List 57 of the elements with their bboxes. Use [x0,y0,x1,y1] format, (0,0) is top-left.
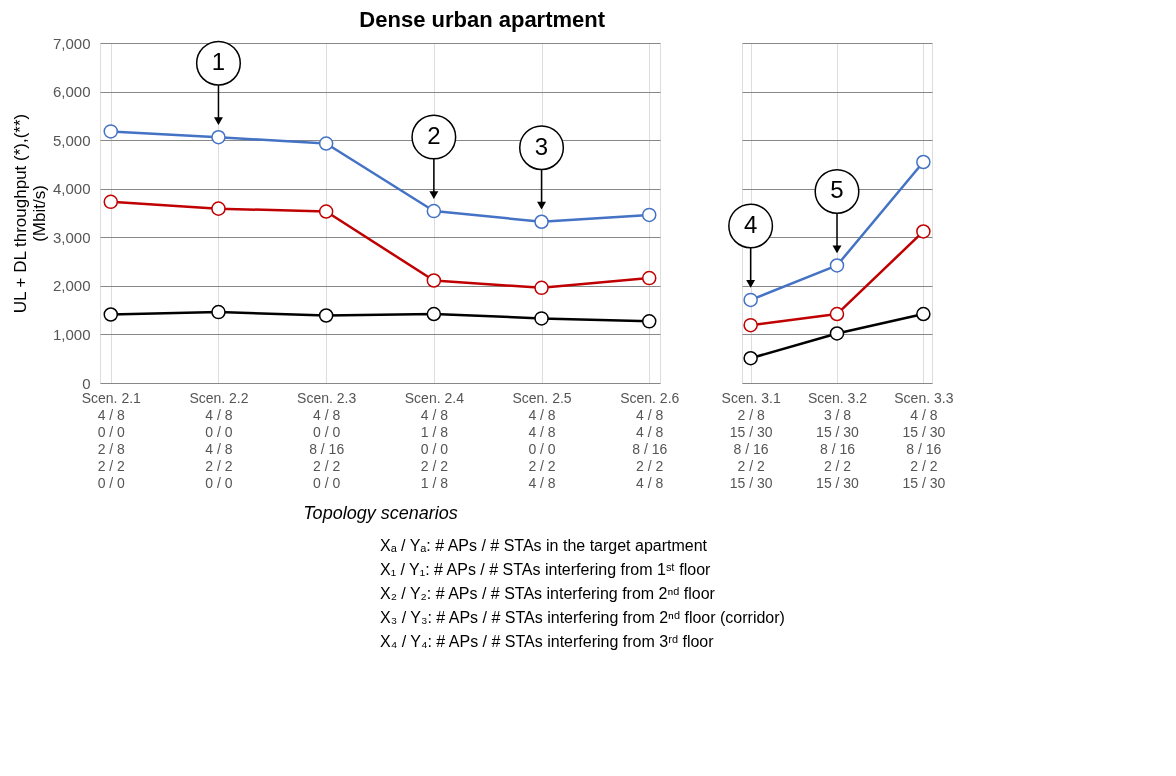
point [318,308,334,323]
point [641,314,657,329]
point [103,307,119,322]
y-tick-label: 3,000 [52,228,91,246]
point [743,317,758,333]
point [829,306,845,322]
point [103,124,119,139]
x-tick-label: Scen. 2.6 4 / 8 4 / 8 8 / 16 2 / 2 4 / 8 [620,389,680,491]
point [211,201,226,216]
point [211,304,226,320]
text: Xₐ / Yₐ: # APs / # STAs in the target apartment [380,537,708,554]
point [829,258,845,273]
point [534,311,549,326]
annotation: 2 [427,122,441,150]
point [103,194,119,210]
point [641,270,657,286]
y-axis-title: UL + DL throughput (*),(**) (Mbit/s) [10,113,49,314]
chart-title: Dense urban apartment [359,6,606,32]
x-tick-label: Scen. 2.1 4 / 8 0 / 0 2 / 8 2 / 2 0 / 0 [81,389,142,491]
point [534,280,549,296]
y-tick-label: 4,000 [52,180,91,198]
point [829,326,845,341]
x-tick-label: Scen. 3.2 3 / 8 15 / 30 8 / 16 2 / 2 15 / 30 [807,389,868,491]
annotation: 5 [830,176,844,204]
annotation: 4 [743,210,758,238]
x-tick-label: Scen. 2.4 4 / 8 1 / 8 0 / 0 2 / 2 1 / 8 [404,389,465,491]
point [743,350,758,366]
point [318,136,334,151]
x-tick-label: Scen. 3.1 2 / 8 15 / 30 8 / 16 2 / 2 15 / 30 [721,389,781,491]
y-tick-label: 0 [82,374,91,392]
point [534,214,549,229]
text: X₃ / Y₃: # APs / # STAs interfering from 2ⁿᵈ floor (corridor) [380,609,785,626]
point [641,207,657,223]
point [426,273,442,288]
x-tick-label: Scen. 2.5 4 / 8 4 / 8 0 / 0 2 / 2 4 / 8 [512,389,572,491]
point [916,306,931,322]
point [916,224,931,239]
point [743,292,758,308]
x-tick-label: Scen. 3.3 4 / 8 15 / 30 8 / 16 2 / 2 15 / 30 [894,389,954,491]
annotation: 1 [211,48,226,76]
y-tick-label: 1,000 [52,325,91,343]
x-tick-label: Scen. 2.2 4 / 8 0 / 0 4 / 8 2 / 2 0 / 0 [189,389,249,491]
y-tick-label: 5,000 [52,131,91,149]
text: X₁ / Y₁: # APs / # STAs interfering from 1ˢᵗ floor [380,561,712,578]
point [318,204,334,219]
text: X₄ / Y₄: # APs / # STAs interfering from 3ʳᵈ floor [380,633,715,650]
point [916,154,931,170]
point [211,129,226,145]
text: X₂ / Y₂: # APs / # STAs interfering from 2ⁿᵈ floor [380,585,716,602]
y-tick-label: 7,000 [52,34,91,52]
x-tick-label: Scen. 2.3 4 / 8 0 / 0 8 / 16 2 / 2 0 / 0 [297,389,357,491]
y-tick-label: 6,000 [52,83,91,101]
point [426,306,442,322]
annotation: 3 [534,132,549,160]
point [426,203,442,219]
y-tick-label: 2,000 [52,277,91,295]
x-axis-title: Topology scenarios [303,502,458,523]
